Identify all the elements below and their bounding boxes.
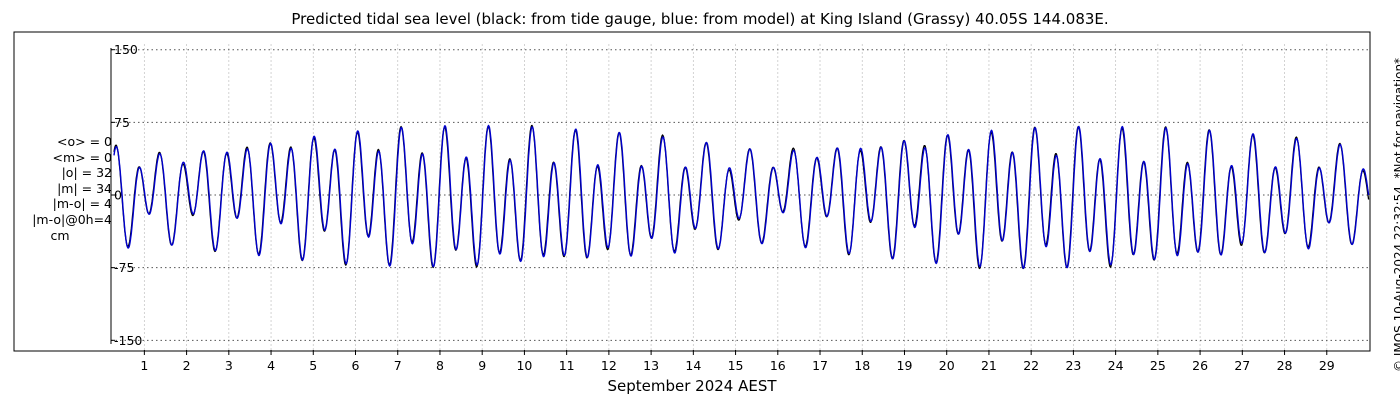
stat-abs-diff: |m-o| = 4 xyxy=(52,196,112,212)
stat-unit: cm xyxy=(50,227,70,243)
stat-abs-model: |m| = 34 xyxy=(57,180,112,196)
y-tick-label: 0 xyxy=(114,188,122,203)
x-tick-label: 18 xyxy=(854,358,870,373)
stat-abs-diff-0h: |m-o|@0h=4 xyxy=(32,211,112,227)
x-tick-label: 13 xyxy=(643,358,659,373)
x-tick-label: 27 xyxy=(1234,358,1250,373)
x-tick-label: 1 xyxy=(140,358,148,373)
copyright-notice: © IMOS 10-Aug-2024 22:32:54. *Not for na… xyxy=(1392,57,1400,372)
x-tick-label: 9 xyxy=(478,358,486,373)
x-tick-label: 26 xyxy=(1192,358,1208,373)
x-tick-label: 15 xyxy=(728,358,744,373)
x-tick-label: 8 xyxy=(436,358,444,373)
x-tick-label: 7 xyxy=(394,358,402,373)
y-tick-label: 75 xyxy=(114,115,130,130)
x-tick-label: 5 xyxy=(309,358,317,373)
y-tick-label: 150 xyxy=(114,42,138,57)
y-tick-label: -75 xyxy=(114,260,134,275)
grid-layer xyxy=(111,44,1369,350)
label-layer: 1 2 3 4 5 6 7 8 9 10 11 12 13 14 15 16 17 18 19 20 21 22 23 24 2… xyxy=(114,42,1335,373)
x-tick-label: 28 xyxy=(1277,358,1293,373)
x-tick-label: 12 xyxy=(601,358,617,373)
x-tick-label: 14 xyxy=(685,358,701,373)
series-line-model xyxy=(113,124,1370,270)
axis-layer xyxy=(110,48,1328,355)
x-axis-label: September 2024 AEST xyxy=(607,377,777,395)
x-tick-label: 3 xyxy=(225,358,233,373)
x-tick-label: 10 xyxy=(516,358,532,373)
x-tick-label: 6 xyxy=(352,358,360,373)
x-tick-label: 25 xyxy=(1150,358,1166,373)
x-tick-label: 17 xyxy=(812,358,828,373)
x-tick-label: 4 xyxy=(267,358,275,373)
stat-mean-model: <m> = 0 xyxy=(52,149,113,165)
outer-frame xyxy=(13,31,1371,352)
statistics-panel: <o> = 0 <m> = 0 |o| = 32 |m| = 34 |m-o| … xyxy=(22,134,112,243)
series-layer xyxy=(113,124,1370,270)
y-tick-label: -150 xyxy=(114,333,142,348)
x-tick-label: 2 xyxy=(183,358,191,373)
x-tick-label: 21 xyxy=(981,358,997,373)
stat-mean-observed: <o> = 0 xyxy=(57,134,112,149)
x-tick-label: 29 xyxy=(1319,358,1335,373)
x-tick-label: 11 xyxy=(559,358,575,373)
x-tick-label: 22 xyxy=(1023,358,1039,373)
series-line-observed xyxy=(113,124,1370,270)
stat-abs-observed: |o| = 32 xyxy=(61,165,112,181)
x-tick-label: 20 xyxy=(939,358,955,373)
x-tick-label: 24 xyxy=(1108,358,1124,373)
chart-title: Predicted tidal sea level (black: from t… xyxy=(291,10,1109,28)
x-tick-label: 19 xyxy=(897,358,913,373)
x-tick-label: 16 xyxy=(770,358,786,373)
x-tick-label: 23 xyxy=(1065,358,1081,373)
